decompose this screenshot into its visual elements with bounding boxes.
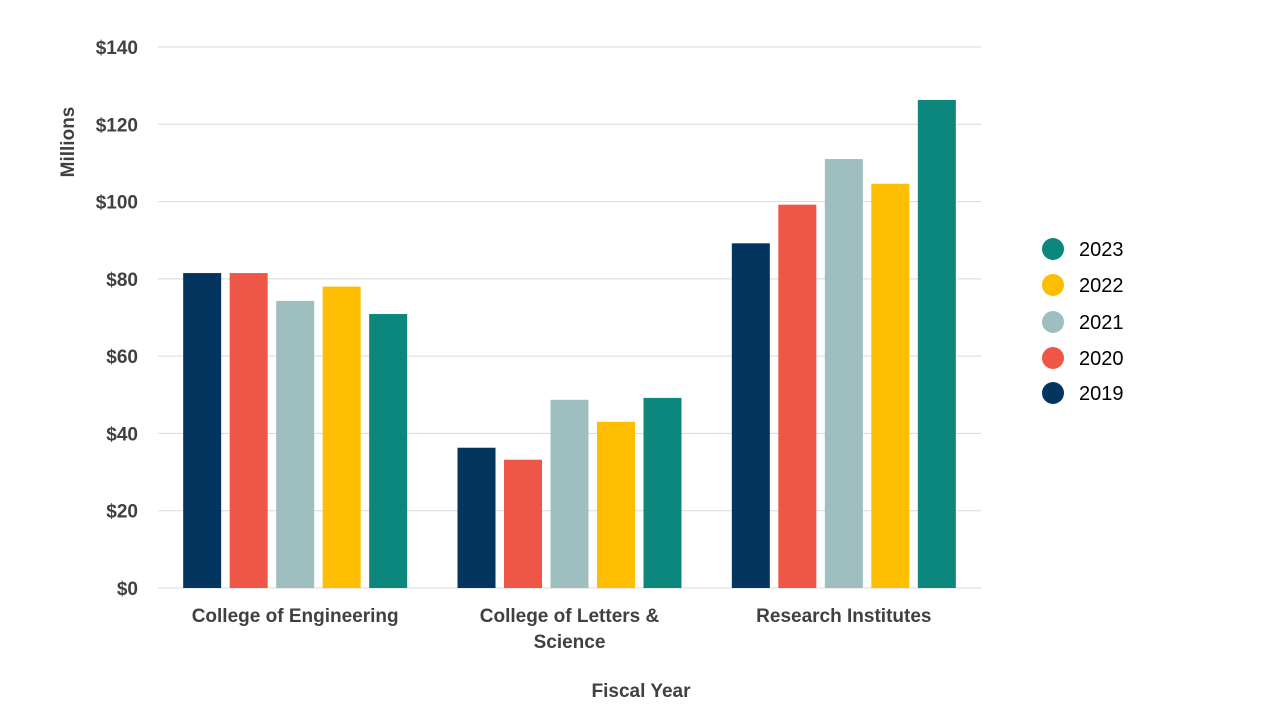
y-tick-label: $100 xyxy=(96,193,138,214)
x-category-label: College of Letters & xyxy=(480,606,660,627)
x-category-label: Science xyxy=(534,632,606,653)
x-axis-category-labels: College of Engineering College of Letters… xyxy=(192,606,932,653)
bar-2022 xyxy=(322,286,361,588)
y-tick-label: $80 xyxy=(106,270,138,291)
y-axis-tick-labels: $0 $20 $40 $60 $80 $100 $120 $140 xyxy=(96,38,138,600)
legend-swatch-2022 xyxy=(1042,274,1064,296)
y-tick-label: $120 xyxy=(96,115,138,136)
y-tick-label: $60 xyxy=(106,347,138,368)
bar-2020 xyxy=(504,459,542,588)
legend-label-2020: 2020 xyxy=(1079,348,1124,370)
bar-2021 xyxy=(550,399,589,588)
legend-swatch-2021 xyxy=(1042,311,1064,333)
x-category-label: Research Institutes xyxy=(756,606,931,627)
legend: 2023 2022 2021 2020 2019 xyxy=(1042,238,1124,405)
bar-2020 xyxy=(229,273,268,588)
bar-2022 xyxy=(597,421,635,588)
bar-2019 xyxy=(183,273,222,588)
bar-2023 xyxy=(917,99,956,589)
y-tick-label: $40 xyxy=(106,424,138,445)
legend-swatch-2020 xyxy=(1042,347,1064,369)
bar-2022 xyxy=(871,183,910,588)
legend-swatch-2023 xyxy=(1042,238,1064,260)
legend-label-2023: 2023 xyxy=(1079,239,1124,261)
legend-swatch-2019 xyxy=(1042,382,1064,404)
bar-2019 xyxy=(731,243,770,588)
bar-2021 xyxy=(824,159,863,589)
x-axis-title: Fiscal Year xyxy=(592,681,692,702)
bars xyxy=(183,99,956,589)
legend-label-2022: 2022 xyxy=(1079,275,1124,297)
bar-2023 xyxy=(643,397,682,588)
bar-2019 xyxy=(457,447,496,588)
y-tick-label: $140 xyxy=(96,38,138,59)
y-axis-title: Millions xyxy=(58,107,79,178)
legend-label-2019: 2019 xyxy=(1079,383,1124,405)
x-category-label: College of Engineering xyxy=(192,606,399,627)
bar-2021 xyxy=(276,300,315,588)
bar-2020 xyxy=(778,204,817,589)
bar-2023 xyxy=(369,314,408,588)
y-tick-label: $20 xyxy=(106,502,138,523)
y-tick-label: $0 xyxy=(117,579,138,600)
legend-label-2021: 2021 xyxy=(1079,312,1124,334)
